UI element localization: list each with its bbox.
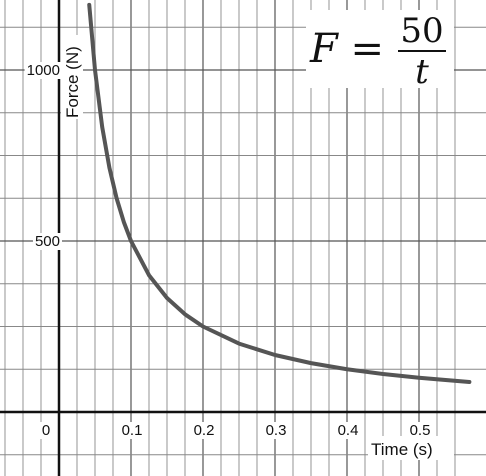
equation-annotation: F = 50 t	[306, 10, 454, 92]
y-axis-label-background	[61, 35, 83, 119]
series-curve	[87, 2, 472, 385]
x-tick-label: 0.2	[194, 422, 215, 439]
x-tick-label-background	[335, 422, 361, 439]
x-tick-label: 0.3	[266, 422, 287, 439]
y-axis-label: Force (N)	[63, 46, 82, 118]
x-tick-label-background	[407, 422, 433, 439]
origin-label-background	[39, 422, 53, 439]
equation-denominator: t	[415, 52, 429, 92]
x-tick-label-background	[191, 422, 217, 439]
series-curve-group	[87, 2, 472, 385]
x-tick-label-background	[119, 422, 145, 439]
equation-background	[306, 10, 454, 88]
x-tick-label: 0.1	[122, 422, 143, 439]
x-tick-label-background	[263, 422, 289, 439]
y-tick-label: 500	[35, 233, 60, 250]
y-tick-label: 1000	[27, 62, 60, 79]
equation-lhs: F =	[309, 26, 384, 72]
equation-numerator: 50	[400, 11, 443, 51]
tick-labels: 0.1 0.2 0.3 0.4 0.5 500 1000 0	[24, 62, 433, 439]
x-tick-label: 0.4	[338, 422, 359, 439]
y-tick-label-background	[24, 62, 62, 79]
x-axis-label-background	[368, 436, 454, 460]
origin-label: 0	[42, 422, 50, 439]
y-axis-label-group: Force (N)	[61, 35, 83, 119]
y-tick-label-background	[32, 233, 62, 250]
x-axis-label: Time (s)	[371, 440, 433, 459]
x-tick-label: 0.5	[410, 422, 431, 439]
